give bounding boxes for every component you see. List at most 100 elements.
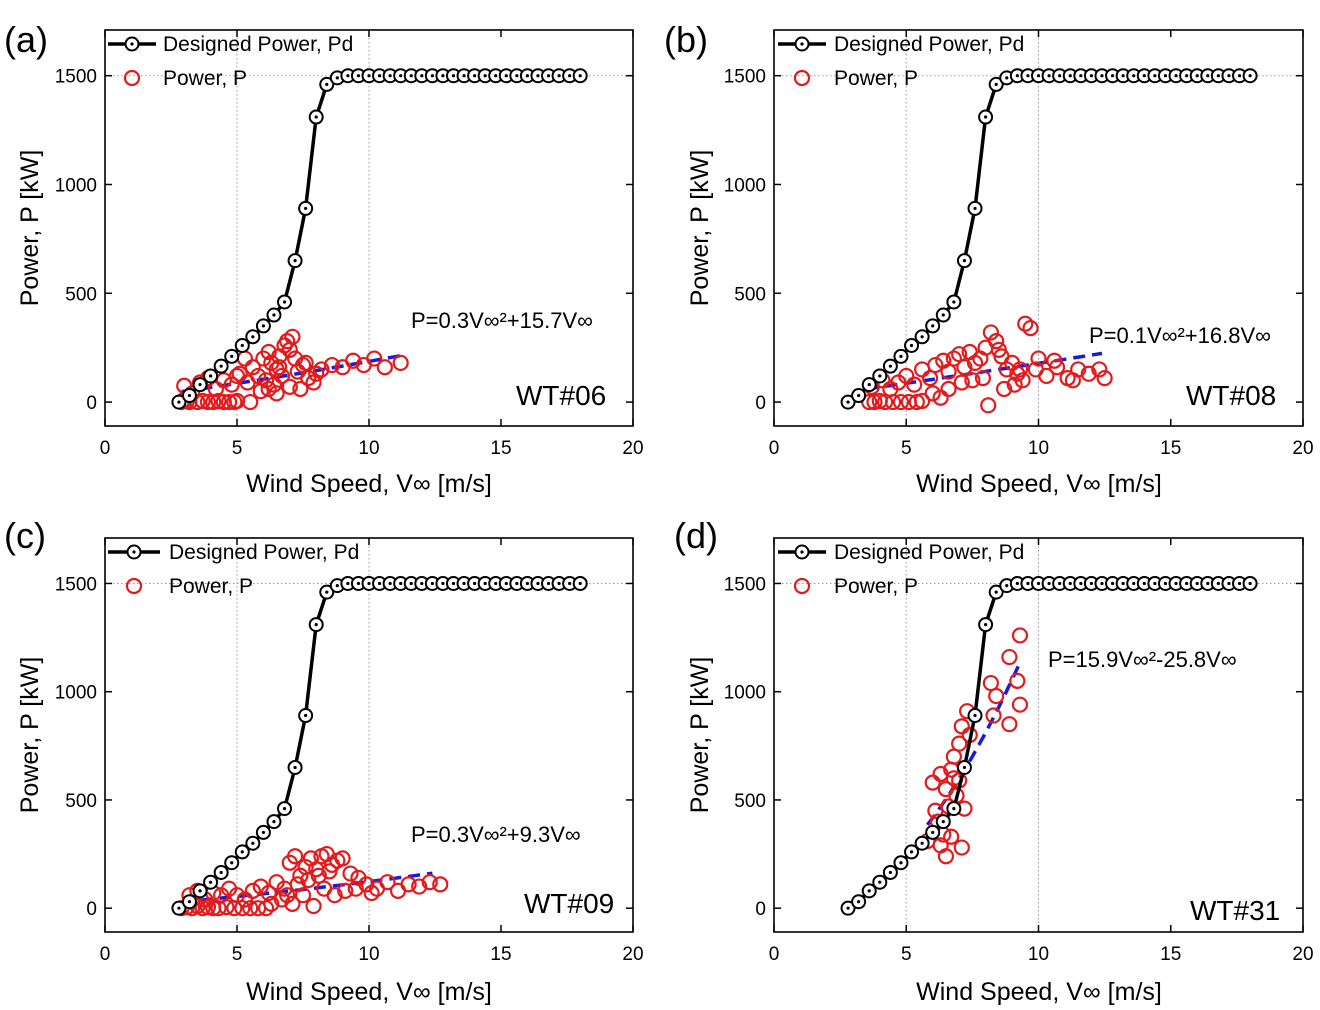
- designed-power-marker-dot: [931, 830, 935, 835]
- power-point: [263, 895, 280, 912]
- power-point: [244, 359, 261, 376]
- designed-power-marker-dot: [546, 581, 551, 586]
- designed-power-marker-dot: [1026, 581, 1030, 586]
- designed-power-marker-dot: [962, 259, 967, 263]
- x-axis-title: Wind Speed, V∞ [m/s]: [916, 978, 1162, 1006]
- power-point: [980, 397, 997, 414]
- legend-marker-dot: [130, 42, 134, 46]
- power-point: [1014, 372, 1031, 389]
- designed-power-marker-dot: [441, 74, 445, 78]
- designed-power-marker-dot: [846, 906, 850, 910]
- designed-power-marker-dot: [867, 383, 871, 387]
- designed-power-marker-dot: [1227, 74, 1231, 78]
- designed-power-marker-dot: [240, 850, 244, 854]
- power-point: [1030, 350, 1047, 367]
- power-point: [1009, 672, 1026, 689]
- designed-power-marker-dot: [888, 364, 892, 368]
- designed-power-marker-dot: [356, 74, 361, 78]
- power-point: [1038, 367, 1055, 385]
- y-tick-label: 500: [734, 791, 766, 812]
- fit-equation: P=0.3V∞²+9.3V∞: [411, 822, 581, 847]
- designed-power-marker-dot: [494, 74, 498, 78]
- x-tick-label: 0: [769, 944, 780, 965]
- power-point: [1022, 319, 1039, 337]
- design-layer: [840, 68, 1258, 410]
- designed-power-marker-dot: [356, 581, 361, 586]
- power-point: [1011, 361, 1029, 378]
- designed-power-marker-dot: [1047, 74, 1051, 78]
- designed-power-marker-dot: [451, 581, 456, 586]
- designed-power-marker-dot: [187, 393, 192, 398]
- power-point: [389, 882, 407, 899]
- designed-power-marker-dot: [1121, 74, 1125, 78]
- designed-power-marker-dot: [346, 74, 350, 78]
- y-tick-label: 0: [86, 393, 97, 414]
- designed-power-marker-dot: [209, 880, 213, 884]
- designed-power-marker-dot: [187, 900, 192, 904]
- legend-label-power: Power, P: [834, 575, 918, 598]
- ticks: [104, 538, 634, 932]
- designed-power-marker-dot: [1036, 581, 1041, 586]
- power-point: [964, 372, 981, 389]
- designed-power-marker-dot: [261, 830, 265, 835]
- designed-power-marker-dot: [483, 581, 487, 586]
- designed-power-marker-dot: [536, 581, 540, 586]
- power-point: [292, 867, 309, 884]
- designed-power-marker-dot: [1174, 74, 1178, 78]
- power-point: [289, 876, 306, 893]
- designed-power-marker-dot: [1015, 581, 1019, 586]
- x-tick-labels: 0 5 10 15 20: [769, 438, 1314, 459]
- designed-power-line: [847, 581, 1251, 910]
- design-layer: [840, 575, 1258, 916]
- designed-power-marker-dot: [984, 622, 988, 627]
- designed-power-marker-dot: [399, 74, 403, 78]
- legend: Designed Power, Pd Power, P: [108, 541, 359, 598]
- designed-power-marker-dot: [941, 819, 945, 824]
- designed-power-marker-dot: [878, 374, 882, 378]
- designed-power-marker-dot: [504, 74, 508, 78]
- designed-power-marker-dot: [230, 354, 234, 358]
- y-tick-label: 1000: [55, 683, 97, 704]
- scatter-layer: [861, 315, 1113, 414]
- y-tick-labels: 0 500 1000 1500: [55, 574, 97, 920]
- designed-power-marker-dot: [282, 300, 287, 304]
- y-tick-label: 500: [65, 284, 97, 305]
- power-point: [279, 333, 296, 350]
- power-point: [310, 867, 327, 884]
- designed-power-marker-dot: [483, 74, 487, 78]
- power-point: [1046, 352, 1063, 369]
- designed-power-marker-dot: [1005, 584, 1009, 588]
- power-point: [892, 393, 910, 411]
- designed-power-marker-dot: [462, 581, 466, 586]
- power-point: [953, 374, 970, 391]
- designed-power-marker-dot: [899, 354, 903, 358]
- x-tick-label: 20: [622, 944, 643, 965]
- designed-power-marker-dot: [1079, 74, 1083, 78]
- power-point: [1011, 696, 1029, 713]
- power-point: [300, 370, 317, 387]
- designed-power-marker-dot: [1142, 581, 1146, 586]
- designed-power-marker-dot: [1015, 74, 1019, 78]
- power-point: [239, 374, 256, 391]
- turbine-id: WT#31: [1190, 895, 1280, 926]
- y-axis-title: Power, P [kW]: [16, 657, 44, 814]
- legend-marker-red: [125, 577, 143, 595]
- power-point: [297, 354, 314, 372]
- designed-power-marker-dot: [325, 82, 329, 86]
- designed-power-marker-dot: [1195, 581, 1199, 586]
- designed-power-marker-dot: [994, 590, 998, 594]
- power-point: [985, 707, 1002, 724]
- y-tick-label: 0: [86, 899, 97, 920]
- power-point: [943, 828, 960, 845]
- designed-power-marker-dot: [1237, 74, 1242, 78]
- designed-power-marker-dot: [1026, 74, 1030, 78]
- power-point: [334, 850, 351, 867]
- designed-power-marker-dot: [441, 581, 445, 586]
- legend-marker-red: [123, 69, 141, 87]
- x-tick-label: 20: [622, 438, 643, 459]
- designed-power-marker-dot: [367, 581, 371, 586]
- designed-power-marker-dot: [1237, 581, 1242, 586]
- power-point: [242, 393, 259, 411]
- power-point: [953, 839, 970, 856]
- designed-power-marker-dot: [1248, 74, 1252, 78]
